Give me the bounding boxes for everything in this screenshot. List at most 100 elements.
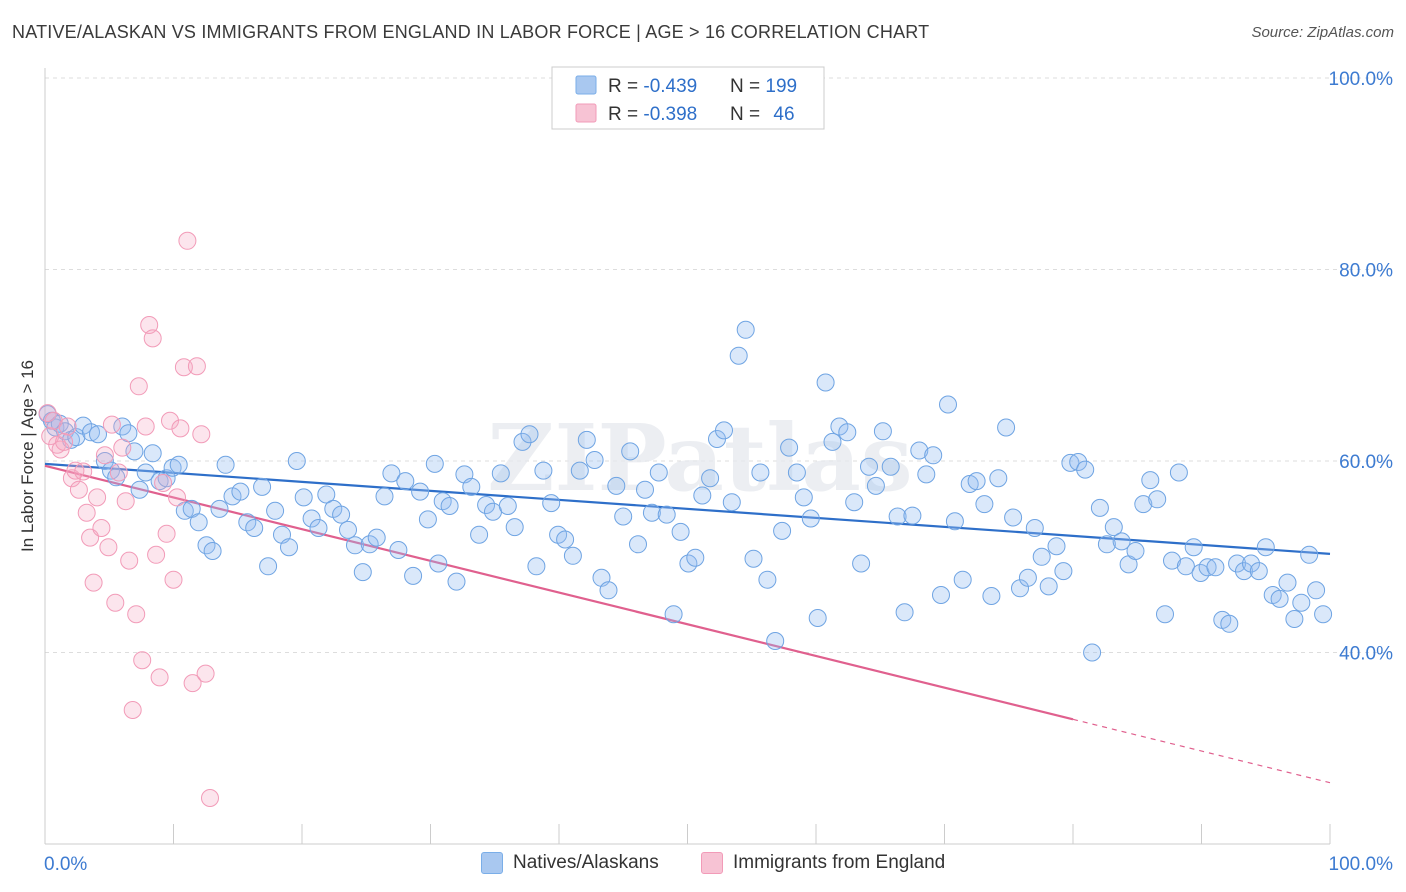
point-natives: [903, 506, 922, 525]
point-natives: [585, 451, 604, 469]
point-natives: [74, 416, 93, 435]
point-england: [136, 417, 155, 436]
point-natives: [1300, 545, 1319, 564]
point-natives: [945, 512, 964, 531]
point-england: [92, 519, 111, 537]
point-natives: [382, 464, 401, 483]
point-natives: [367, 528, 386, 547]
point-england: [174, 358, 193, 377]
point-natives: [671, 522, 690, 541]
point-natives: [1292, 593, 1311, 612]
point-natives: [642, 503, 661, 522]
point-england: [99, 538, 118, 557]
point-natives: [736, 320, 755, 339]
legend-swatch-england: [575, 103, 597, 123]
point-natives: [939, 395, 957, 414]
point-england: [161, 411, 179, 430]
point-natives: [715, 421, 733, 440]
point-natives: [231, 482, 250, 501]
point-natives: [425, 454, 444, 473]
point-natives: [664, 605, 683, 624]
point-natives: [175, 501, 194, 520]
point-natives: [1039, 577, 1058, 596]
point-england: [120, 551, 139, 570]
label-layer: 40.0% 60.0% 80.0% 100.0% 0.0% 100.0%: [44, 69, 1393, 875]
point-natives: [823, 432, 842, 451]
legend-label-natives: Natives/Alaskans: [513, 852, 659, 873]
point-england: [116, 492, 135, 511]
point-natives: [1285, 610, 1304, 628]
point-natives: [910, 441, 929, 460]
y-tick-label: 100.0%: [1329, 69, 1394, 90]
point-natives: [1054, 562, 1073, 581]
legend-box: R = -0.439 N = 199 R = -0.398 N = 46: [551, 66, 825, 130]
point-natives: [1169, 463, 1188, 482]
point-natives: [787, 463, 806, 482]
y-tick-label: 60.0%: [1339, 452, 1393, 473]
point-natives: [411, 482, 430, 501]
point-natives: [470, 525, 489, 544]
point-natives: [1198, 558, 1217, 577]
point-natives: [418, 510, 437, 529]
point-natives: [614, 507, 633, 526]
point-natives: [294, 488, 313, 507]
legend-n-value-1: 199: [765, 76, 797, 97]
point-england: [66, 461, 85, 480]
point-natives: [317, 485, 336, 504]
point-england: [129, 377, 148, 396]
point-natives: [1090, 498, 1109, 517]
legend-item-natives[interactable]: Natives/Alaskans: [481, 852, 659, 874]
legend-r-label-1: R =: [608, 76, 643, 97]
point-natives: [429, 554, 448, 573]
point-natives: [440, 497, 459, 515]
point-natives: [404, 566, 423, 585]
point-natives: [1061, 453, 1080, 472]
point-england: [55, 432, 74, 451]
point-natives: [302, 509, 321, 528]
point-natives: [339, 520, 357, 539]
point-natives: [729, 346, 748, 365]
point-natives: [917, 465, 936, 484]
watermark: ZIPatlas: [487, 404, 912, 512]
point-natives: [462, 477, 481, 496]
bottom-legend: Natives/Alaskans Immigrants from England: [0, 850, 1406, 880]
point-natives: [1235, 562, 1253, 581]
x-tick-label: 0.0%: [44, 854, 87, 875]
legend-item-england[interactable]: Immigrants from England: [701, 852, 945, 874]
point-natives: [447, 572, 466, 591]
point-natives: [287, 452, 306, 470]
point-england: [150, 668, 169, 687]
point-natives: [1083, 643, 1102, 662]
legend-r-label-2: R =: [608, 104, 643, 125]
point-natives: [838, 423, 857, 442]
point-natives: [873, 422, 892, 441]
point-natives: [629, 535, 647, 554]
legend-swatch-england-bottom: [701, 852, 723, 874]
point-natives: [309, 519, 328, 537]
point-natives: [491, 464, 510, 483]
point-natives: [1176, 557, 1195, 576]
point-natives: [266, 501, 285, 520]
point-natives: [780, 438, 799, 457]
point-natives: [353, 563, 372, 582]
point-natives: [888, 507, 907, 526]
point-natives: [280, 538, 298, 557]
point-natives: [758, 570, 777, 589]
point-natives: [679, 554, 698, 573]
point-natives: [216, 455, 235, 474]
point-england: [77, 503, 96, 522]
point-england: [95, 446, 114, 465]
point-england: [58, 417, 77, 436]
point-natives: [701, 469, 720, 488]
point-natives: [203, 542, 222, 560]
point-natives: [866, 476, 885, 495]
point-natives: [1256, 538, 1275, 557]
point-natives: [722, 493, 741, 512]
point-england: [88, 488, 107, 507]
svg-text:R = -0.439: R = -0.439: [608, 76, 697, 97]
point-england: [196, 664, 215, 683]
point-england: [147, 545, 166, 564]
legend-swatch-natives: [575, 75, 597, 95]
svg-text:N = 46: N = 46: [730, 104, 795, 125]
